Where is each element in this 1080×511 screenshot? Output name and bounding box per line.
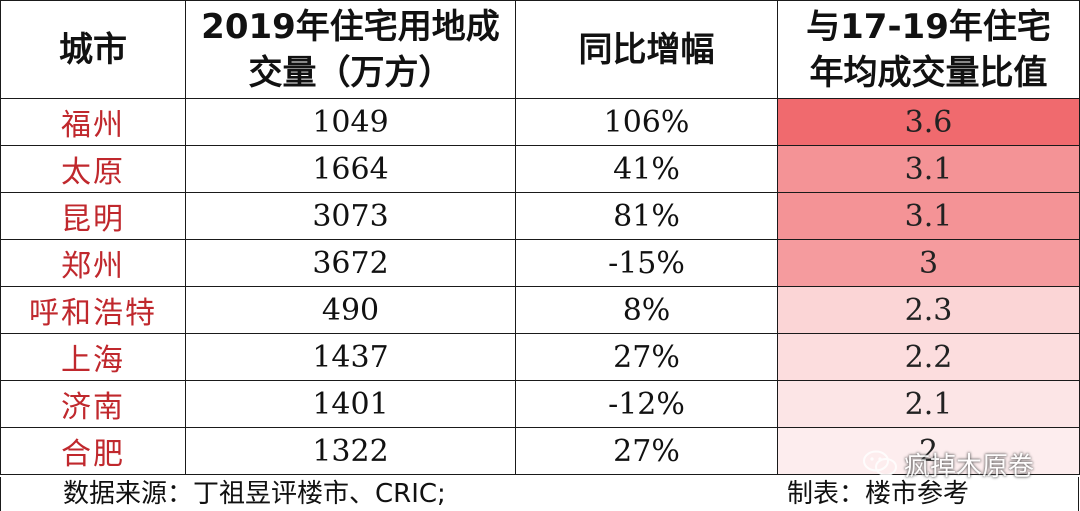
table-row: 上海 1437 27% 2.2 (0, 333, 1080, 381)
yoy-cell: 27% (515, 427, 778, 475)
yoy-cell: 27% (515, 333, 778, 381)
header-city: 城市 (0, 0, 186, 99)
volume-cell: 3073 (185, 192, 516, 240)
ratio-cell: 2.1 (777, 380, 1080, 428)
yoy-cell: 106% (515, 98, 778, 146)
yoy-cell: 81% (515, 192, 778, 240)
yoy-cell: 41% (515, 145, 778, 193)
yoy-cell: -12% (515, 380, 778, 428)
header-volume: 2019年住宅用地成 交量（万方） (185, 0, 516, 99)
volume-cell: 3672 (185, 239, 516, 287)
ratio-cell: 3.1 (777, 192, 1080, 240)
city-cell: 郑州 (0, 239, 186, 287)
volume-cell: 1664 (185, 145, 516, 193)
table-row: 合肥 1322 27% 2 (0, 427, 1080, 475)
table-maker-note: 制表：楼市参考 (787, 479, 970, 509)
volume-cell: 1322 (185, 427, 516, 475)
ratio-cell: 3.1 (777, 145, 1080, 193)
header-yoy: 同比增幅 (515, 0, 778, 99)
table-row: 济南 1401 -12% 2.1 (0, 380, 1080, 428)
header-ratio: 与17-19年住宅 年均成交量比值 (777, 0, 1080, 99)
volume-cell: 1437 (185, 333, 516, 381)
city-cell: 昆明 (0, 192, 186, 240)
volume-cell: 1401 (185, 380, 516, 428)
city-cell: 呼和浩特 (0, 286, 186, 334)
yoy-cell: 8% (515, 286, 778, 334)
table-row: 太原 1664 41% 3.1 (0, 145, 1080, 193)
table-row: 昆明 3073 81% 3.1 (0, 192, 1080, 240)
data-source-note: 数据来源：丁祖昱评楼市、CRIC; (63, 479, 446, 509)
ratio-cell: 2 (777, 427, 1080, 475)
yoy-cell: -15% (515, 239, 778, 287)
city-cell: 太原 (0, 145, 186, 193)
ratio-cell: 3 (777, 239, 1080, 287)
wechat-logo-icon (863, 450, 897, 476)
land-transaction-table: 城市 2019年住宅用地成 交量（万方） 同比增幅 与17-19年住宅 年均成交量比… (0, 0, 1080, 475)
ratio-cell: 3.6 (777, 98, 1080, 146)
volume-cell: 490 (185, 286, 516, 334)
volume-cell: 1049 (185, 98, 516, 146)
watermark-text: 疯掉木原卷 (904, 451, 1035, 482)
table-row: 呼和浩特 490 8% 2.3 (0, 286, 1080, 334)
ratio-cell: 2.2 (777, 333, 1080, 381)
table-footer: 数据来源：丁祖昱评楼市、CRIC; 制表：楼市参考 (0, 477, 1079, 511)
table-row: 福州 1049 106% 3.6 (0, 98, 1080, 146)
city-cell: 上海 (0, 333, 186, 381)
ratio-cell: 2.3 (777, 286, 1080, 334)
table-row: 郑州 3672 -15% 3 (0, 239, 1080, 287)
header-row: 城市 2019年住宅用地成 交量（万方） 同比增幅 与17-19年住宅 年均成交量比… (0, 0, 1080, 99)
city-cell: 福州 (0, 98, 186, 146)
city-cell: 合肥 (0, 427, 186, 475)
watermark: 疯掉木原卷 (862, 444, 1034, 484)
city-cell: 济南 (0, 380, 186, 428)
